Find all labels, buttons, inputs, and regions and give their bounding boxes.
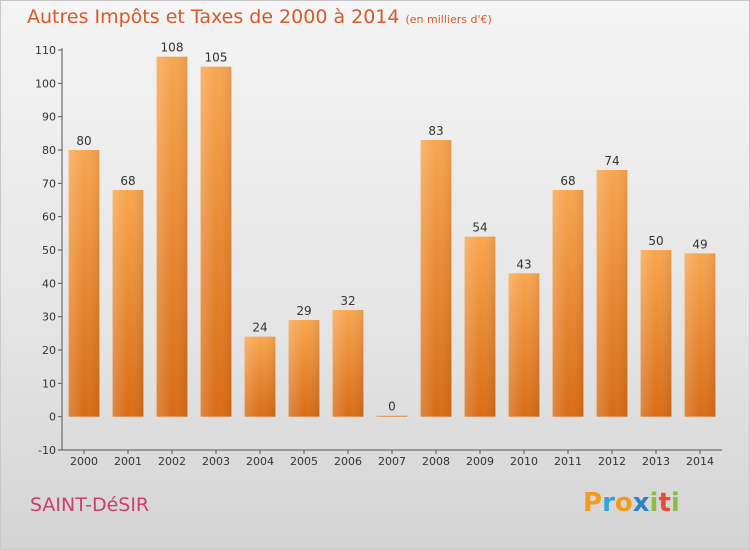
bar-value-label: 29 xyxy=(296,304,311,318)
bar-shade xyxy=(552,190,584,417)
bar-shade xyxy=(640,250,672,417)
logo-letter: r xyxy=(602,488,615,518)
x-tick-label: 2006 xyxy=(334,455,362,468)
x-tick-label: 2005 xyxy=(290,455,318,468)
x-tick-label: 2003 xyxy=(202,455,230,468)
x-tick-label: 2011 xyxy=(554,455,582,468)
y-tick-label: 110 xyxy=(35,44,56,57)
y-tick-label: 100 xyxy=(35,77,56,90)
bar-shade xyxy=(332,310,364,417)
y-tick-label: 90 xyxy=(42,111,56,124)
bar-value-label: 32 xyxy=(340,294,355,308)
x-tick-label: 2010 xyxy=(510,455,538,468)
y-tick-label: 40 xyxy=(42,277,56,290)
y-tick-label: -10 xyxy=(38,444,56,457)
bar-value-label: 68 xyxy=(560,174,575,188)
x-tick-label: 2009 xyxy=(466,455,494,468)
bar-value-label: 54 xyxy=(472,221,487,235)
x-tick-label: 2000 xyxy=(70,455,98,468)
bar-value-label: 68 xyxy=(120,174,135,188)
logo-letter: i xyxy=(670,488,680,518)
x-tick-label: 2013 xyxy=(642,455,670,468)
bar-shade xyxy=(156,56,188,417)
bar-value-label: 74 xyxy=(604,154,619,168)
x-tick-label: 2001 xyxy=(114,455,142,468)
bar-shade xyxy=(508,273,540,417)
x-tick-label: 2004 xyxy=(246,455,274,468)
bar-shade xyxy=(288,320,320,417)
bar-shade xyxy=(464,236,496,417)
y-tick-label: 70 xyxy=(42,177,56,190)
bar-value-label: 50 xyxy=(648,234,663,248)
bar-value-label: 24 xyxy=(252,321,267,335)
bar-shade xyxy=(244,336,276,417)
y-tick-label: 0 xyxy=(49,411,56,424)
bar-value-label: 83 xyxy=(428,124,443,138)
chart-title-text: Autres Impôts et Taxes de 2000 à 2014 xyxy=(27,6,400,28)
chart-title: Autres Impôts et Taxes de 2000 à 2014 (en… xyxy=(27,6,492,28)
bar-value-label: 105 xyxy=(205,51,228,65)
x-tick-label: 2014 xyxy=(686,455,714,468)
x-tick-label: 2008 xyxy=(422,455,450,468)
bar-shade xyxy=(596,170,628,417)
bar-shade xyxy=(112,190,144,417)
bar-shade xyxy=(200,66,232,417)
bar-shade xyxy=(420,140,452,417)
y-tick-label: 80 xyxy=(42,144,56,157)
bar-shade xyxy=(68,150,100,417)
bar-value-label: 49 xyxy=(692,237,707,251)
proxiti-logo: Proxiti xyxy=(583,488,680,518)
logo-letter: o xyxy=(614,488,633,518)
logo-letter: t xyxy=(658,488,671,518)
chart-unit: (en milliers d'€) xyxy=(405,13,492,26)
x-tick-label: 2007 xyxy=(378,455,406,468)
bar-shade xyxy=(684,253,716,417)
commune-name: SAINT-DéSIR xyxy=(30,494,150,516)
bar-value-label: 80 xyxy=(76,134,91,148)
logo-letter: P xyxy=(583,488,603,518)
logo-letter: x xyxy=(632,488,650,518)
bar-value-label: 108 xyxy=(161,41,184,55)
bar-shade xyxy=(376,415,408,417)
x-tick-label: 2012 xyxy=(598,455,626,468)
y-tick-label: 10 xyxy=(42,377,56,390)
bar-value-label: 43 xyxy=(516,257,531,271)
bar-value-label: 0 xyxy=(388,400,396,414)
logo-letter: i xyxy=(649,488,659,518)
y-tick-label: 30 xyxy=(42,311,56,324)
y-tick-label: 20 xyxy=(42,344,56,357)
y-tick-label: 60 xyxy=(42,211,56,224)
x-tick-label: 2002 xyxy=(158,455,186,468)
y-tick-label: 50 xyxy=(42,244,56,257)
